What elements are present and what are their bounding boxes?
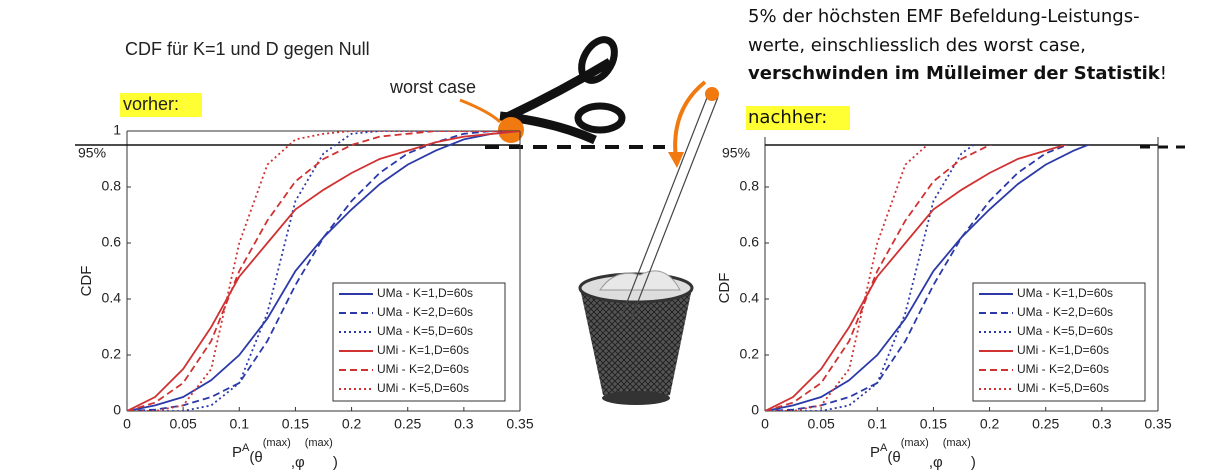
x-tick-label: 0.3 xyxy=(1092,416,1112,432)
legend-label: UMi - K=1,D=60s xyxy=(377,343,469,357)
x-axis-label-part: A xyxy=(880,442,888,454)
reference-label: 95% xyxy=(722,145,750,161)
x-axis-label-part: A xyxy=(242,442,250,454)
x-axis-label-part: (θ xyxy=(249,449,262,466)
trash-bin-icon xyxy=(578,270,694,405)
x-axis-label: PA(θ(max),φ(max)) xyxy=(870,437,976,471)
x-axis-label-part: P xyxy=(870,444,880,461)
y-tick-label: 0.2 xyxy=(740,346,760,362)
arrow xyxy=(673,80,707,161)
legend-box xyxy=(972,282,1146,402)
x-axis-label-part: (θ xyxy=(887,449,900,466)
cdf-line xyxy=(127,131,520,411)
worst-case-dot xyxy=(705,87,719,101)
y-axis-label: CDF xyxy=(716,273,733,304)
legend-label: UMi - K=1,D=60s xyxy=(1017,343,1109,357)
x-tick-label: 0.05 xyxy=(808,416,835,432)
legend-label: UMi - K=2,D=60s xyxy=(1017,362,1109,376)
note-bold: verschwinden im Mülleimer der Statistik xyxy=(748,63,1161,84)
y-tick-label: 0.6 xyxy=(740,234,760,250)
legend-label: UMa - K=1,D=60s xyxy=(1017,286,1113,300)
x-axis-label-part: (max) xyxy=(305,437,333,449)
arrow xyxy=(459,98,502,124)
y-tick-label: 0 xyxy=(751,402,759,418)
before-label: vorher: xyxy=(123,94,179,114)
x-tick-label: 0.15 xyxy=(282,416,309,432)
cdf-line xyxy=(765,145,993,411)
x-axis-label-part: ) xyxy=(971,454,976,471)
reference-label: 95% xyxy=(78,145,106,161)
legend-label: UMa - K=5,D=60s xyxy=(377,324,473,338)
legend-label: UMa - K=2,D=60s xyxy=(1017,305,1113,319)
highlight xyxy=(746,106,850,130)
y-tick-label: 0.4 xyxy=(740,290,760,306)
x-tick-label: 0.35 xyxy=(1144,416,1171,432)
cdf-line xyxy=(765,145,1068,411)
plot-area xyxy=(127,131,520,411)
x-tick-label: 0 xyxy=(123,416,131,432)
cdf-line xyxy=(765,145,1091,411)
y-tick-label: 0.8 xyxy=(740,178,760,194)
legend-label: UMi - K=5,D=60s xyxy=(377,381,469,395)
legend-label: UMa - K=2,D=60s xyxy=(377,305,473,319)
note-line: verschwinden im Mülleimer der Statistik! xyxy=(748,63,1167,84)
cdf-line xyxy=(127,131,520,411)
y-tick-label: 0.4 xyxy=(102,290,122,306)
x-axis-label-part: ,φ xyxy=(929,454,943,471)
legend-box xyxy=(332,282,506,402)
highlight xyxy=(120,93,202,117)
pipe xyxy=(619,94,719,323)
x-tick-label: 0 xyxy=(761,416,769,432)
x-tick-label: 0.3 xyxy=(454,416,474,432)
worst-case-dot xyxy=(498,117,524,143)
arrow-head xyxy=(668,152,684,168)
x-tick-label: 0.25 xyxy=(1032,416,1059,432)
x-axis-label-part: ) xyxy=(333,454,338,471)
y-tick-label: 0 xyxy=(113,402,121,418)
x-axis-label-part: (max) xyxy=(901,437,929,449)
cdf-line xyxy=(127,131,520,411)
x-axis-label-part: (max) xyxy=(263,437,291,449)
plot-area xyxy=(765,145,1091,411)
x-tick-label: 0.2 xyxy=(980,416,1000,432)
y-tick-label: 0.2 xyxy=(102,346,122,362)
x-axis-label-part: P xyxy=(232,444,242,461)
x-tick-label: 0.1 xyxy=(868,416,888,432)
cdf-line xyxy=(127,131,520,411)
y-tick-label: 0.8 xyxy=(102,178,122,194)
y-tick-label: 0.6 xyxy=(102,234,122,250)
x-tick-label: 0.1 xyxy=(230,416,250,432)
note-line: werte, einschliesslich des worst case, xyxy=(748,35,1086,56)
legend-label: UMa - K=1,D=60s xyxy=(377,286,473,300)
legend-label: UMa - K=5,D=60s xyxy=(1017,324,1113,338)
cdf-line xyxy=(765,145,976,411)
worst-case-label: worst case xyxy=(389,77,476,97)
cdf-line xyxy=(127,131,520,411)
y-axis-label: CDF xyxy=(78,266,95,297)
cdf-line xyxy=(127,131,520,411)
x-tick-label: 0.25 xyxy=(394,416,421,432)
x-tick-label: 0.2 xyxy=(342,416,362,432)
x-tick-label: 0.15 xyxy=(920,416,947,432)
cdf-line xyxy=(765,145,1070,411)
legend-label: UMi - K=2,D=60s xyxy=(377,362,469,376)
x-tick-label: 0.35 xyxy=(506,416,533,432)
x-axis-label-part: (max) xyxy=(943,437,971,449)
legend-label: UMi - K=5,D=60s xyxy=(1017,381,1109,395)
slide-title: CDF für K=1 und D gegen Null xyxy=(125,39,370,59)
note-line: 5% der höchsten EMF Befeldung-Leistungs- xyxy=(748,6,1140,27)
x-axis-label: PA(θ(max),φ(max)) xyxy=(232,437,338,471)
x-tick-label: 0.05 xyxy=(170,416,197,432)
y-tick-label: 1 xyxy=(113,122,121,138)
note-end: ! xyxy=(1160,63,1167,84)
x-axis-label-part: ,φ xyxy=(291,454,305,471)
after-label: nachher: xyxy=(748,107,827,128)
